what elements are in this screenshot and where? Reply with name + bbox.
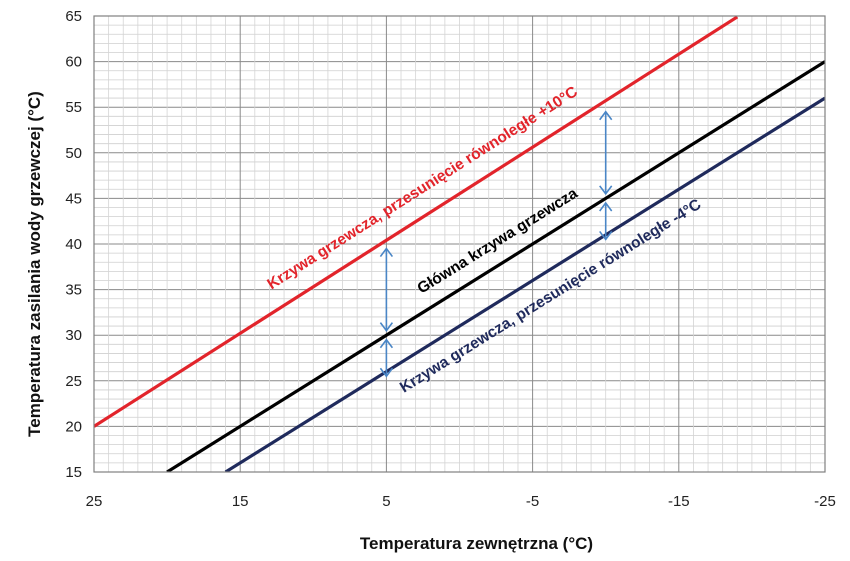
- double-arrow-3: [599, 201, 613, 241]
- y-tick-label: 50: [65, 145, 82, 162]
- curve-label-1: Krzywa grzewcza, przesunięcie równoległe…: [264, 83, 580, 293]
- y-tick-label: 25: [65, 373, 82, 390]
- y-tick-label: 60: [65, 54, 82, 71]
- y-axis-title: Temperatura zasilania wody grzewczej (°C…: [25, 91, 44, 437]
- arrow-head-top: [599, 110, 613, 121]
- double-arrow-2: [379, 247, 394, 332]
- y-tick-label: 35: [65, 282, 82, 299]
- double-arrow-4: [599, 110, 613, 196]
- y-tick-label: 30: [65, 327, 82, 344]
- y-tick-label: 45: [65, 190, 82, 207]
- arrow-head-bottom: [379, 322, 394, 332]
- x-tick-label: 25: [86, 493, 103, 510]
- arrow-head-top: [379, 338, 394, 349]
- y-tick-label: 15: [65, 464, 82, 481]
- arrow-head-bottom: [379, 367, 394, 378]
- x-tick-label: 15: [232, 493, 249, 510]
- y-tick-label: 65: [65, 8, 82, 25]
- y-tick-label: 20: [65, 418, 82, 435]
- arrow-head-bottom: [599, 185, 613, 196]
- double-arrow-1: [379, 338, 394, 378]
- x-axis-title: Temperatura zewnętrzna (°C): [360, 534, 593, 553]
- x-tick-label: -25: [814, 493, 836, 510]
- curve-labels: Krzywa grzewcza, przesunięcie równoległe…: [264, 83, 704, 396]
- x-tick-label: -15: [668, 493, 690, 510]
- x-tick-label: 5: [382, 493, 390, 510]
- series-line-3: [224, 96, 825, 472]
- grid: [93, 15, 826, 473]
- offset-arrows: [379, 110, 613, 378]
- series-line-2: [166, 60, 825, 472]
- arrow-head-bottom: [599, 230, 613, 241]
- y-tick-label: 40: [65, 236, 82, 253]
- series-lines: [94, 16, 825, 472]
- arrow-head-top: [599, 201, 613, 212]
- x-tick-label: -5: [526, 493, 539, 510]
- plot-frame: [93, 15, 826, 473]
- y-tick-label: 55: [65, 99, 82, 116]
- series-line-1: [94, 16, 739, 428]
- arrow-head-top: [379, 247, 394, 258]
